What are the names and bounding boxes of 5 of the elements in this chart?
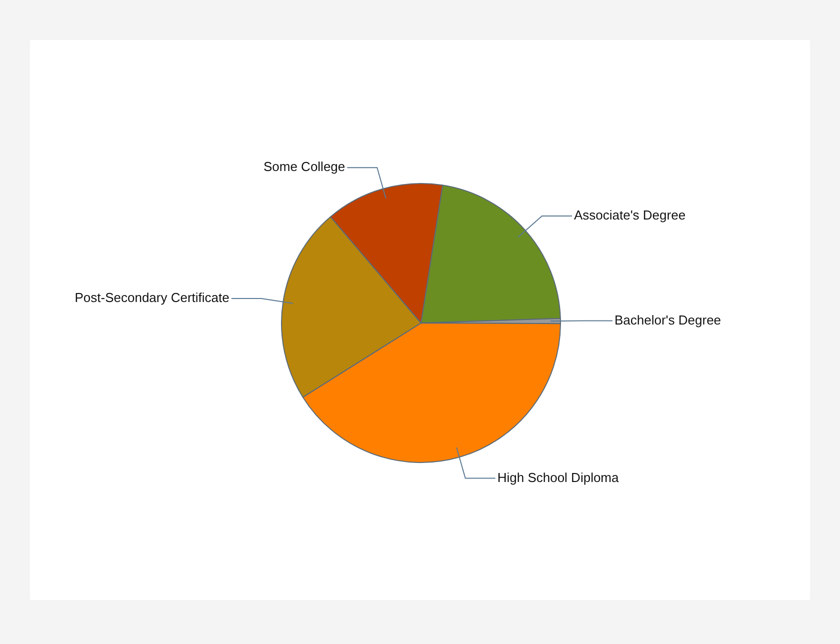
slice-label: Some College — [263, 159, 346, 174]
slice-label: Post-Secondary Certificate — [74, 290, 230, 306]
slice-label: High School Diploma — [497, 470, 620, 485]
slice-label: Bachelor's Degree — [614, 312, 722, 328]
slice-label: Associate's Degree — [574, 208, 686, 223]
